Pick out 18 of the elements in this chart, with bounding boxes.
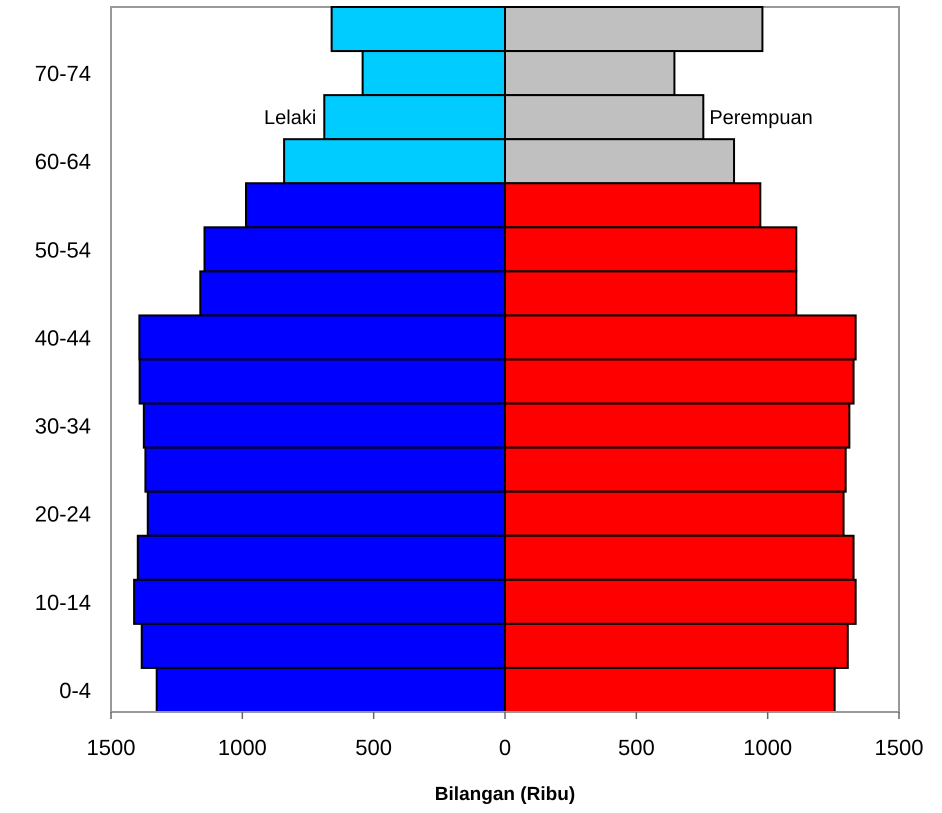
y-tick-label: 70-74 — [34, 61, 91, 86]
x-tick-label: 0 — [498, 735, 512, 760]
x-tick-label: 500 — [618, 735, 655, 760]
x-tick-label: 500 — [355, 735, 392, 760]
series-label: Perempuan — [709, 107, 813, 130]
series-label: Lelaki — [264, 107, 316, 130]
y-tick-label: 40-44 — [34, 325, 91, 350]
x-tick-label: 1500 — [874, 735, 924, 760]
y-tick-label: 10-14 — [34, 590, 91, 615]
y-tick-label: 20-24 — [34, 502, 91, 527]
y-tick-label: 50-54 — [34, 237, 91, 262]
y-tick-label: 30-34 — [34, 414, 91, 439]
x-tick-label: 1000 — [218, 735, 267, 760]
x-tick-label: 1000 — [743, 735, 792, 760]
x-tick-label: 1500 — [86, 735, 136, 760]
x-axis-title: Bilangan (Ribu) — [434, 784, 576, 805]
y-tick-label: 0-4 — [59, 678, 91, 703]
y-tick-label: 60-64 — [34, 149, 91, 174]
